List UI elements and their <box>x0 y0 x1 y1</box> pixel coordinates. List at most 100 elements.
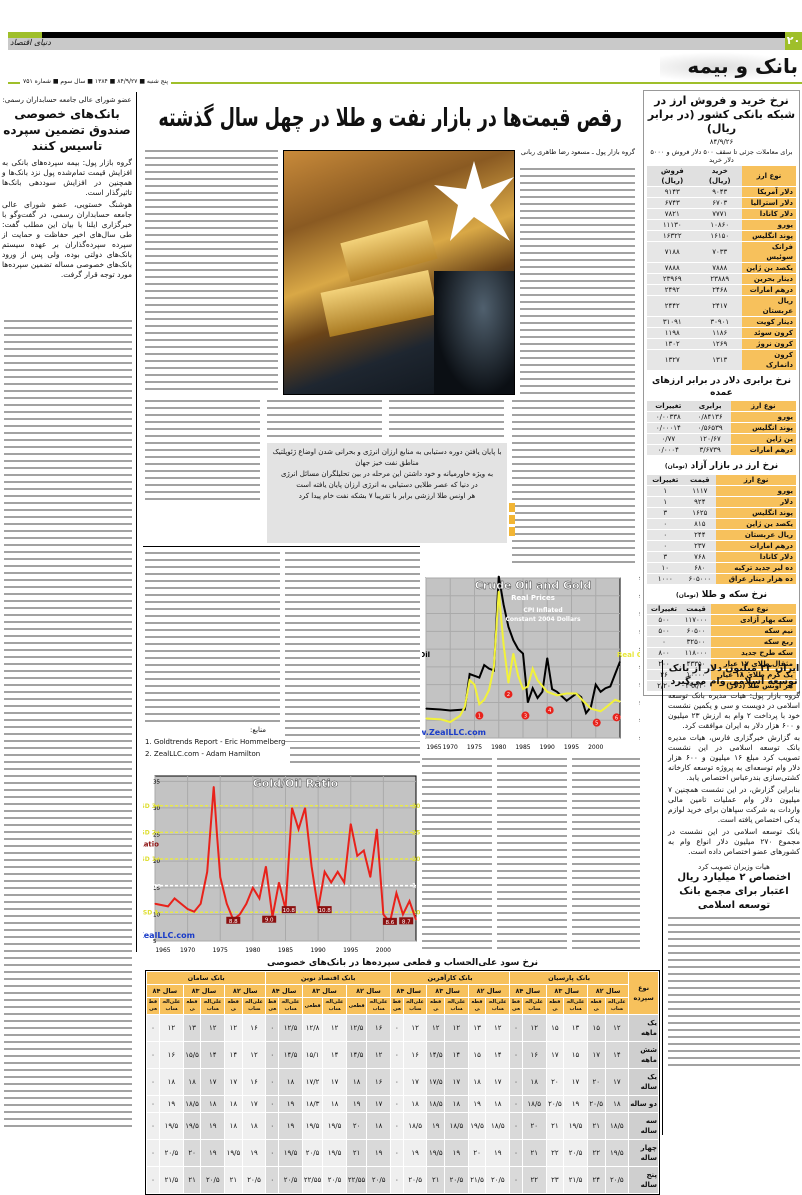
row-label: یکصد ین ژاپن <box>716 518 796 530</box>
data-point <box>473 675 476 677</box>
data-point <box>213 786 215 788</box>
data-point <box>551 688 553 690</box>
x-tick-label: 1995 <box>343 947 358 954</box>
rate-value: ۲۰/۵ <box>545 1095 565 1113</box>
reference-line-value: 15.4 <box>412 883 420 890</box>
rate-value: ۲۳ <box>545 1166 565 1194</box>
rate-value: ۰ <box>265 1139 280 1167</box>
table-row: ربع سکه ۳۲۵۰۰ ۰ <box>647 636 796 648</box>
rate-value: ۱۸ <box>467 1068 487 1096</box>
legend-real-oil: Real Oil <box>422 651 430 659</box>
rate-value: ۱۲ <box>426 1014 446 1042</box>
row-label: یورو <box>730 411 796 423</box>
page-headline: رقص قیمت‌ها در بازار نفت و طلا در چهل سا… <box>158 103 622 132</box>
cell-value: ۱۰ <box>647 562 684 574</box>
rate-value: ۱۸/۵ <box>444 1112 469 1140</box>
data-point <box>507 626 510 628</box>
coins-table: نوع سکه قیمت تغییرات سکه بهار آزادی ۱۱۷۰۰۰ ۵۰… <box>647 604 796 692</box>
deposit-type: سه ساله <box>628 1112 659 1140</box>
data-point <box>304 807 306 809</box>
rate-value: ۰ <box>509 1014 523 1042</box>
rate-type-header: علی‌الحساب <box>485 997 511 1015</box>
row-label: ده هزار دینار عراق <box>716 573 796 585</box>
row-label: کرون سوئد <box>741 327 796 339</box>
rate-value: ۲۰/۵ <box>366 1166 391 1194</box>
table-row: دلار ۹۲۴ ۱ <box>647 496 796 508</box>
reference-line-value: 25.4 <box>412 829 420 836</box>
data-point <box>239 913 241 915</box>
rate-value: ۰ <box>389 1041 404 1069</box>
low-value-badge <box>281 906 296 914</box>
data-point <box>219 876 221 878</box>
data-point <box>512 652 514 655</box>
rate-value: ۱۹/۵ <box>159 1112 184 1140</box>
data-point <box>187 908 189 910</box>
table-header-row: نوع ارز خرید (ریال) فروش (ریال) <box>647 166 796 187</box>
y-tick-label: $1,600 <box>639 594 640 600</box>
rate-value: ۱۴/۵ <box>426 1041 446 1069</box>
row-label: دلار کانادا <box>716 551 796 563</box>
rate-value: ۱۲ <box>200 1014 226 1042</box>
data-point <box>343 881 345 884</box>
rate-value: ۲۰ <box>545 1068 565 1096</box>
column-header: قیمت <box>683 475 717 486</box>
row-label: یورو <box>741 219 796 231</box>
row-label: پوند انگلیس <box>730 422 796 434</box>
cell-value: ۹۱۴۳ <box>647 186 698 198</box>
column-header: نوع ارز <box>741 166 796 187</box>
header-logo-band <box>8 32 42 38</box>
coins-title: نرخ سکه و طلا (تومان) <box>647 589 796 602</box>
article-body-text <box>422 758 492 953</box>
rate-value: ۱۲ <box>241 1041 267 1069</box>
data-point <box>566 700 568 702</box>
page-number: ۲۰ <box>785 32 802 50</box>
data-point <box>483 699 485 701</box>
low-value-badge <box>317 906 332 914</box>
table-row: یک ماهه ۱۲ ۱۵ ۱۳ ۱۵ ۱۲ ۰ ۱۲ ۱۳ ۱۲ ۱۲ ۱۲ ۰ ۱۶ ۱۲/۵ ۱۲ ۱۲/… <box>145 1014 659 1042</box>
rate-value: ۲۰ <box>345 1112 368 1140</box>
article-body-text <box>389 400 504 440</box>
data-point <box>609 685 611 688</box>
free-market-table: نوع ارز قیمت تغییرات یورو ۱۱۱۷ ۱ دلار ۹۲۴ ۱ پوند … <box>647 475 796 585</box>
low-value-badge <box>382 917 397 925</box>
cell-value: ۰ <box>647 518 684 530</box>
x-tick-label: 2000 <box>376 947 391 954</box>
data-point <box>473 684 476 686</box>
rate-type-header: قطعی <box>145 997 161 1015</box>
rate-value: ۱۸ <box>345 1068 368 1096</box>
low-value-label: 8.8 <box>229 919 238 925</box>
rate-value: ۱۳ <box>467 1014 487 1042</box>
deposit-type: شش ماهه <box>628 1041 659 1069</box>
table-row: مثقال طلای ۱۷ عیار ۴۳۳۵۰ ۲۰۰ <box>647 658 796 670</box>
rate-value: ۰ <box>145 1139 161 1167</box>
parity-table: نوع ارز برابری تغییرات یورو ۰/۸۴۱۳۶ ۰/۰۰۳۳۸ پو… <box>647 401 796 456</box>
data-point <box>556 694 558 696</box>
data-point <box>619 660 621 663</box>
rate-type-header: علی‌الحساب <box>159 997 184 1015</box>
data-point <box>167 905 169 908</box>
rate-value: ۱۳ <box>182 1014 202 1042</box>
rate-value: ۱۸ <box>200 1095 226 1113</box>
data-point <box>206 871 208 873</box>
sidebar-article-headline: ایران ۲۳ میلیون دلار از بانک توسعه اسلام… <box>668 663 800 687</box>
data-point <box>226 903 228 905</box>
left-article: عضو شورای عالی جامعه حسابداران رسمی: بان… <box>2 96 132 282</box>
rates-table-wrap: نوع سپرده بانک پارسیان بانک کارآفرین بانک ا… <box>145 970 660 1195</box>
data-point <box>449 709 451 712</box>
data-point <box>512 639 514 641</box>
cell-value: ۷۱۸۸ <box>647 241 698 263</box>
rate-value: ۲۱ <box>182 1166 202 1194</box>
cell-value: ۷۸۸۸ <box>647 262 698 274</box>
rate-value: ۲۲/۵۵ <box>345 1166 368 1194</box>
table-row: پوند انگلیس ۱۶۲۵ ۳ <box>647 507 796 519</box>
data-point <box>522 688 524 690</box>
article-body-text <box>285 552 420 742</box>
rate-value: ۰ <box>389 1112 404 1140</box>
x-tick-label: 1985 <box>515 744 530 751</box>
data-point <box>330 881 332 884</box>
rate-value: ۲۰ <box>586 1068 606 1096</box>
rate-value: ۱۵/۱ <box>301 1041 324 1069</box>
table-row: کرون دانمارک ۱۳۱۳ ۱۳۲۷ <box>647 349 796 371</box>
year-header: سال ۸۳ <box>426 984 469 998</box>
rate-value: ۱۹/۵ <box>563 1112 588 1140</box>
